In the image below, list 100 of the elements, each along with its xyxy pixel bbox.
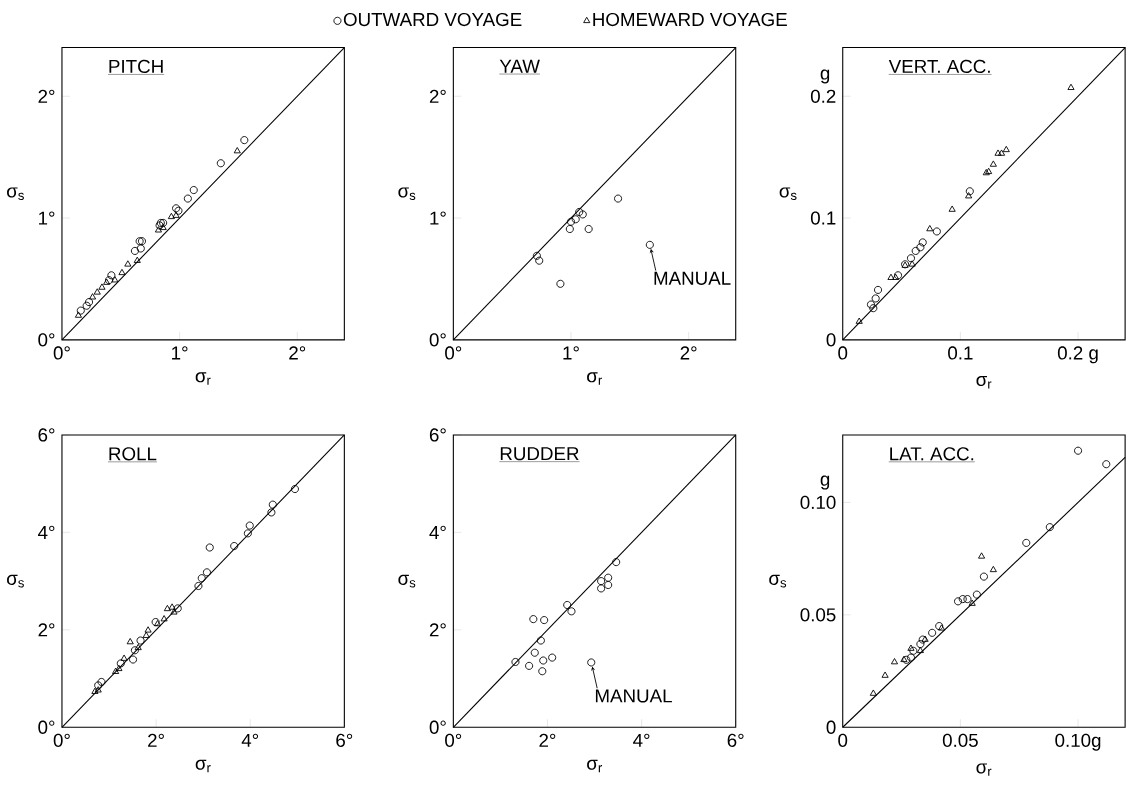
- y-tick-label: 0.2: [810, 89, 836, 104]
- point: [906, 254, 915, 263]
- point: [926, 225, 934, 232]
- point: [963, 595, 972, 604]
- point: [124, 260, 132, 267]
- point: [136, 244, 145, 253]
- y-tick-label: 2°: [38, 89, 55, 103]
- point: [129, 655, 138, 664]
- x-tick-label: 0: [838, 346, 848, 360]
- y-tick-label: 0°: [38, 333, 55, 347]
- point: [183, 194, 192, 203]
- point: [170, 608, 178, 615]
- point: [134, 643, 142, 651]
- point: [116, 659, 125, 668]
- y-tick-label: 2°: [429, 89, 446, 103]
- y-tick-label: 2°: [429, 623, 446, 637]
- point: [1074, 446, 1083, 455]
- point: [871, 294, 880, 303]
- x-axis-title: σ$_{r}$: [195, 372, 211, 385]
- y-tick-label: 0: [826, 333, 836, 347]
- point: [74, 311, 82, 318]
- x-tick-label: 0°: [53, 733, 70, 748]
- point: [85, 298, 94, 307]
- point: [909, 646, 918, 655]
- point: [932, 227, 941, 236]
- point: [540, 616, 549, 625]
- y-tick-label: 1°: [39, 211, 55, 225]
- point: [82, 301, 91, 310]
- point: [571, 215, 580, 224]
- x-axis-title: σ$_{r}$: [587, 759, 603, 773]
- point: [567, 607, 576, 616]
- point: [548, 653, 557, 662]
- point: [1022, 539, 1031, 548]
- point: [529, 615, 538, 624]
- point: [1002, 145, 1010, 153]
- point: [604, 573, 613, 582]
- point: [530, 648, 539, 657]
- point: [168, 603, 176, 610]
- point: [189, 186, 198, 195]
- x-tick-label: 1°: [563, 346, 579, 360]
- point: [173, 604, 182, 613]
- text: VERT. ACC.: [888, 59, 990, 74]
- point: [525, 662, 534, 671]
- point: [869, 304, 878, 313]
- point: [866, 300, 875, 309]
- point: [566, 217, 576, 226]
- point: [107, 271, 116, 280]
- point: [575, 208, 584, 217]
- point: [230, 542, 239, 551]
- point: [900, 655, 908, 663]
- point: [130, 646, 139, 655]
- y-axis-title: σ$_{s}$: [398, 187, 416, 201]
- x-tick-label: 0.10g: [1055, 733, 1101, 751]
- point: [911, 247, 920, 256]
- point: [928, 628, 937, 637]
- text: PITCH: [109, 59, 163, 74]
- x-tick-label: 2°: [289, 346, 306, 360]
- point: [908, 260, 916, 267]
- point: [93, 288, 101, 295]
- point: [98, 283, 106, 290]
- y-tick-label: 2°: [38, 623, 55, 637]
- point: [94, 686, 102, 693]
- point: [105, 276, 114, 285]
- point: [243, 529, 252, 538]
- point: [604, 581, 613, 590]
- x-tick-label: 2°: [680, 346, 697, 360]
- point: [120, 654, 128, 661]
- point: [921, 635, 929, 642]
- point: [202, 568, 211, 577]
- point: [112, 667, 120, 675]
- y-axis-title: σ$_{s}$: [7, 187, 24, 201]
- x-axis-title: σ$_{r}$: [976, 376, 992, 389]
- annotation: MANUAL: [654, 271, 731, 286]
- point: [874, 286, 883, 295]
- point: [998, 149, 1006, 156]
- point: [985, 167, 993, 175]
- x-axis-title: σ$_{r}$: [587, 372, 603, 385]
- legend-label: HOMEWARD VOYAGE: [593, 13, 787, 27]
- point: [614, 194, 623, 203]
- y-tick-label: 4°: [38, 525, 55, 540]
- point: [154, 226, 162, 233]
- point: [855, 317, 863, 324]
- x-tick-label: 6°: [727, 733, 744, 748]
- y-tick-label: 0: [826, 720, 836, 735]
- x-tick-label: 4°: [633, 733, 650, 747]
- point: [205, 543, 214, 552]
- point: [233, 147, 241, 154]
- point: [887, 273, 895, 281]
- y-tick-label: 1°: [430, 211, 446, 225]
- point: [994, 149, 1002, 156]
- x-tick-label: 0.1: [948, 346, 973, 360]
- point: [972, 590, 981, 599]
- point: [290, 485, 299, 494]
- point: [645, 240, 654, 250]
- point: [267, 508, 276, 517]
- point: [1067, 83, 1075, 91]
- y-tick-label: 0°: [429, 333, 446, 347]
- x-tick-label: 1°: [172, 346, 188, 360]
- annotation: MANUAL: [595, 689, 672, 703]
- x-tick-label: 2°: [148, 733, 164, 747]
